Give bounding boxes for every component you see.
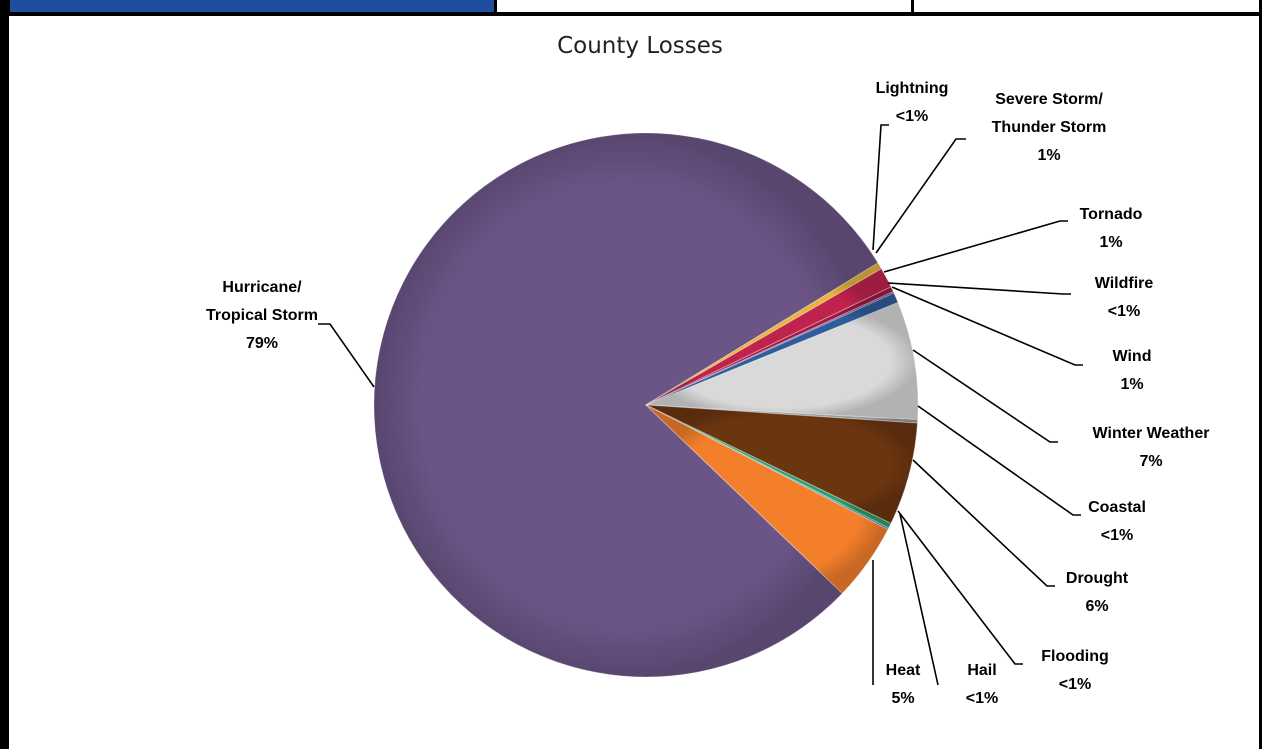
leader-line-wildfire	[887, 282, 1071, 295]
slice-percent-hurricane-tropical-storm: 79%	[246, 335, 278, 352]
frame-border-top	[0, 12, 1262, 15]
top-frame-cell	[497, 0, 911, 12]
leader-line-severe-storm-thunder-storm	[875, 138, 966, 254]
pie-slice-shading-hail	[646, 405, 889, 530]
pie-slice-shading-wind	[646, 293, 898, 405]
top-frame-cell-blue	[10, 0, 494, 12]
pie-slices	[373, 132, 919, 678]
chart-title: County Losses	[557, 33, 723, 59]
slice-label-drought: Drought	[1066, 570, 1129, 587]
slice-percent-drought: 6%	[1085, 598, 1108, 615]
slice-percent-wind: 1%	[1120, 376, 1143, 393]
slice-percent-wildfire: <1%	[1108, 303, 1140, 320]
slice-percent-tornado: 1%	[1099, 234, 1122, 251]
slice-label-lightning: Lightning	[876, 80, 949, 97]
slice-percent-winter-weather: 7%	[1139, 453, 1162, 470]
pie-slice-shading-severe-storm-thunder-storm	[646, 268, 892, 405]
leader-line-hail	[899, 513, 939, 686]
leader-line-drought	[912, 459, 1055, 587]
slice-label-heat: Heat	[886, 662, 921, 679]
pie-slice-shading-lightning	[646, 262, 882, 405]
frame-border-right	[1259, 0, 1262, 749]
slice-percent-heat: 5%	[891, 690, 914, 707]
pie-slice-shading-heat	[646, 405, 888, 594]
slice-percent-severe-storm-thunder-storm: 1%	[1037, 147, 1060, 164]
leader-lines	[318, 124, 1083, 686]
slice-label-severe-storm-thunder-storm: Severe Storm/	[995, 91, 1103, 108]
leader-line-wind	[891, 286, 1083, 366]
pie-slice-shading-drought	[646, 405, 918, 524]
pie-slice-shading-flooding	[646, 405, 891, 528]
pie-slice-shading-winter-weather	[646, 302, 918, 420]
slice-label-severe-storm-thunder-storm: Thunder Storm	[992, 119, 1107, 136]
frame-border-left	[0, 0, 9, 749]
slice-percent-lightning: <1%	[896, 108, 928, 125]
slice-label-flooding: Flooding	[1041, 648, 1109, 665]
pie-slice-shading-hurricane-tropical-storm	[374, 132, 878, 677]
leader-line-lightning	[872, 124, 889, 251]
slice-label-coastal: Coastal	[1088, 499, 1146, 516]
slice-label-wildfire: Wildfire	[1095, 275, 1154, 292]
slice-label-hail: Hail	[967, 662, 996, 679]
pie-slice-shading-wildfire	[646, 291, 894, 405]
leader-line-winter-weather	[912, 349, 1058, 443]
slice-percent-coastal: <1%	[1101, 527, 1133, 544]
pie-slice-shading-tornado	[646, 286, 894, 405]
leader-line-coastal	[917, 405, 1081, 516]
slice-labels: Hurricane/Tropical Storm 79% Lightning <1% S…	[206, 80, 1209, 707]
pie-slice-shading-coastal	[646, 405, 918, 424]
slice-percent-hail: <1%	[966, 690, 998, 707]
slice-label-hurricane-tropical-storm: Hurricane/	[222, 279, 302, 296]
slice-label-tornado: Tornado	[1080, 206, 1143, 223]
slice-percent-flooding: <1%	[1059, 676, 1091, 693]
leader-line-tornado	[883, 220, 1068, 273]
slice-label-winter-weather: Winter Weather	[1093, 425, 1210, 442]
top-frame-cell	[914, 0, 1262, 12]
leader-line-hurricane-tropical-storm	[318, 323, 375, 388]
leader-line-flooding	[897, 510, 1023, 665]
slice-label-wind: Wind	[1113, 348, 1152, 365]
slice-label-hurricane-tropical-storm: Tropical Storm	[206, 307, 318, 324]
